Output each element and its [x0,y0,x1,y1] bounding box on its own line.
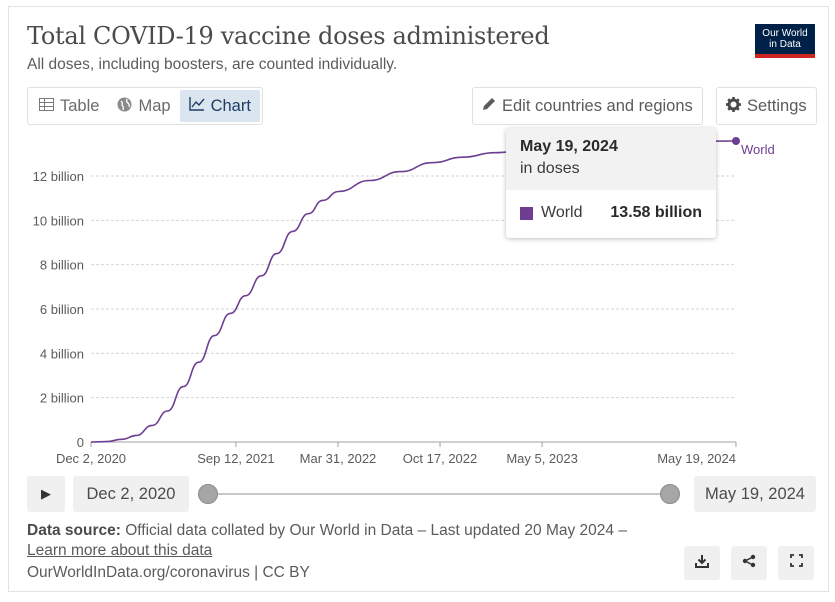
settings-button[interactable]: Settings [716,87,817,125]
logo-line-2: in Data [769,39,801,50]
play-button[interactable]: ▶ [27,476,65,512]
globe-icon [117,97,132,116]
license-text: OurWorldInData.org/coronavirus | CC BY [27,564,310,581]
timeline-end-handle[interactable] [660,484,680,504]
pencil-icon [482,97,496,115]
y-tick-label: 12 billion [33,169,84,184]
learn-more-link[interactable]: Learn more about this data [27,542,213,559]
x-tick-label: Sep 12, 2021 [197,451,274,466]
tab-table[interactable]: Table [30,90,108,122]
edit-countries-label: Edit countries and regions [502,96,693,115]
timeline-track[interactable] [208,493,670,495]
tab-map[interactable]: Map [108,90,179,122]
settings-label: Settings [747,96,807,115]
y-tick-label: 2 billion [40,391,84,406]
fullscreen-button[interactable] [778,546,814,580]
y-tick-label: 8 billion [40,258,84,273]
x-tick-label: Mar 31, 2022 [300,451,377,466]
tooltip-date: May 19, 2024 [520,138,618,155]
x-tick-label: Dec 2, 2020 [56,451,126,466]
tooltip-unit: in doses [520,160,580,177]
edit-countries-button[interactable]: Edit countries and regions [472,87,703,125]
x-tick-label: May 19, 2024 [657,451,736,466]
logo-line-1: Our World [762,28,808,39]
tooltip-value: 13.58 billion [610,204,702,221]
tab-chart[interactable]: Chart [179,90,260,122]
y-tick-label: 10 billion [33,213,84,228]
timeline-start-handle[interactable] [198,484,218,504]
view-tabs: Table Map Chart [27,87,263,125]
chart-subtitle: All doses, including boosters, are count… [27,56,398,73]
fullscreen-icon [789,554,803,572]
series-swatch [520,206,533,220]
end-date-box[interactable]: May 19, 2024 [694,476,816,512]
line-chart-icon [188,97,205,115]
share-button[interactable] [731,546,767,580]
hover-tooltip: May 19, 2024 in doses World 13.58 billio… [506,128,716,238]
tab-map-label: Map [138,96,171,115]
owid-logo[interactable]: Our World in Data [755,24,815,58]
y-tick-label: 4 billion [40,346,84,361]
x-tick-label: May 5, 2023 [506,451,578,466]
source-label: Data source: [27,522,121,539]
gear-icon [726,96,741,116]
tab-table-label: Table [60,96,100,115]
x-axis: Dec 2, 2020 Sep 12, 2021 Mar 31, 2022 Oct 1… [56,441,737,466]
tooltip-header: May 19, 2024 in doses [506,128,716,190]
download-icon [695,554,709,573]
play-icon: ▶ [41,486,51,501]
start-date-box[interactable]: Dec 2, 2020 [73,476,189,512]
x-tick-label: Oct 17, 2022 [403,451,477,466]
y-axis-ticks: 0 2 billion 4 billion 6 billion 8 billion 10 … [33,169,84,450]
tooltip-row: World 13.58 billion [506,190,716,236]
y-tick-label: 6 billion [40,302,84,317]
download-button[interactable] [684,546,720,580]
data-source: Data source: Official data collated by O… [27,522,627,540]
chart-title: Total COVID-19 vaccine doses administere… [27,22,550,50]
tab-chart-label: Chart [210,96,251,115]
source-text: Official data collated by Our World in D… [120,522,627,539]
table-icon [39,97,54,115]
y-tick-label: 0 [77,435,84,450]
series-end-label: World [741,142,775,157]
share-icon [742,554,756,573]
tooltip-series-name: World [541,204,583,221]
series-end-point [732,137,740,145]
